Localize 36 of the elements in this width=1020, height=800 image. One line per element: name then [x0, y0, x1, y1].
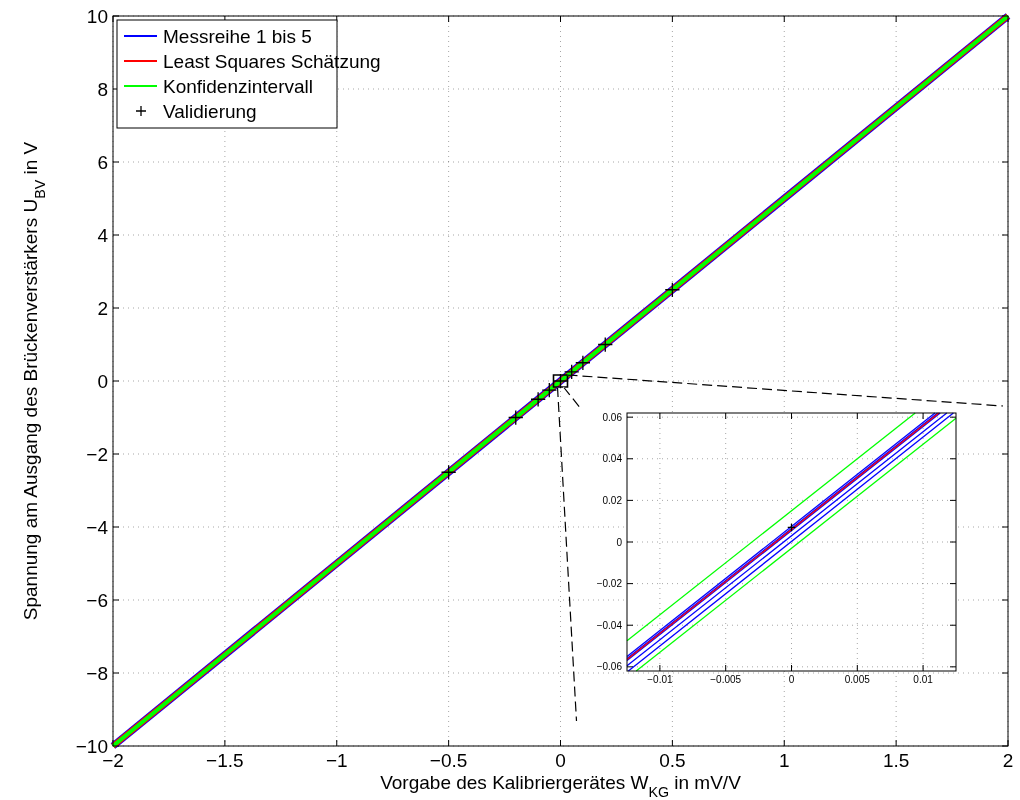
y-tick-label: −2: [86, 443, 108, 465]
legend-label: Konfidenzintervall: [163, 75, 313, 97]
y-tick-label: −10: [75, 735, 108, 757]
y-tick-label: 8: [97, 78, 108, 100]
x-tick-label: 1: [778, 750, 790, 771]
y-tick-label: −0.02: [596, 578, 623, 590]
y-tick-label: −4: [86, 516, 109, 538]
y-tick-label: −0.06: [596, 661, 623, 673]
y-tick-label: 10: [86, 5, 108, 27]
y-tick-label: −6: [86, 589, 108, 611]
y-tick-label: 6: [97, 151, 108, 173]
legend-label: Messreihe 1 bis 5: [163, 25, 312, 47]
y-tick-label: 0: [97, 370, 108, 392]
x-tick-label: −1: [325, 750, 348, 771]
legend-label: Least Squares Schätzung: [163, 50, 381, 72]
x-tick-label: 0.5: [659, 750, 686, 771]
x-tick-label: 1.5: [882, 750, 910, 771]
x-tick-label: −0.005: [710, 674, 742, 685]
x-tick-label: 0.01: [913, 674, 934, 685]
x-tick-label: −1.5: [206, 750, 244, 771]
x-axis-title: Vorgabe des Kalibriergerätes W$_{KG}$ in mV/V: [380, 771, 742, 800]
x-tick-label: 0: [555, 750, 566, 771]
y-tick-label: 0: [616, 536, 623, 548]
x-tick-label: 0.005: [844, 674, 871, 685]
y-tick-label: 0.06: [602, 411, 623, 423]
y-tick-label: −0.04: [596, 619, 623, 631]
y-tick-label: 2: [97, 297, 108, 319]
x-tick-label: 0: [788, 674, 795, 685]
y-tick-label: −8: [86, 662, 108, 684]
x-tick-label: −0.5: [429, 750, 468, 771]
y-tick-label: 4: [97, 224, 109, 246]
x-tick-label: 2: [1002, 750, 1014, 771]
y-tick-label: 0.04: [602, 453, 623, 465]
x-tick-label: −0.01: [647, 674, 673, 685]
y-tick-label: 0.02: [602, 494, 623, 506]
legend-label: Validierung: [163, 100, 257, 122]
